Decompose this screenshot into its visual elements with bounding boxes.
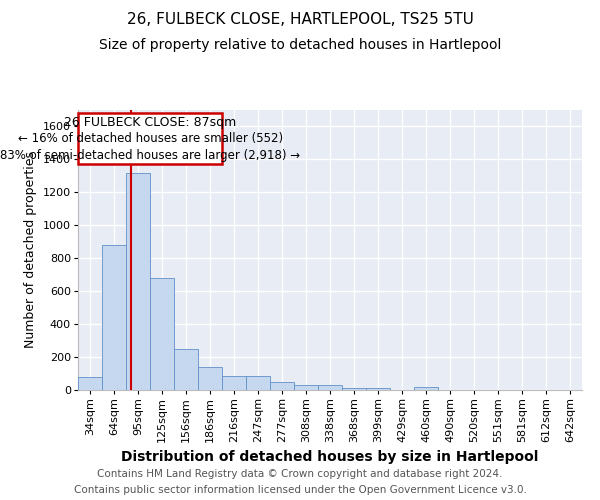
Bar <box>414 386 438 390</box>
Bar <box>78 377 102 390</box>
Text: 26, FULBECK CLOSE, HARTLEPOOL, TS25 5TU: 26, FULBECK CLOSE, HARTLEPOOL, TS25 5TU <box>127 12 473 28</box>
Bar <box>270 382 294 390</box>
Text: Contains public sector information licensed under the Open Government Licence v3: Contains public sector information licen… <box>74 485 526 495</box>
Bar <box>366 388 390 390</box>
Bar <box>126 172 150 390</box>
Bar <box>79 114 222 164</box>
Bar <box>222 376 246 390</box>
Bar <box>246 376 270 390</box>
Bar <box>102 245 126 390</box>
Bar <box>150 278 174 390</box>
Bar <box>174 349 198 390</box>
Y-axis label: Number of detached properties: Number of detached properties <box>25 152 37 348</box>
Text: Contains HM Land Registry data © Crown copyright and database right 2024.: Contains HM Land Registry data © Crown c… <box>97 469 503 479</box>
Text: 26 FULBECK CLOSE: 87sqm: 26 FULBECK CLOSE: 87sqm <box>64 116 236 129</box>
Bar <box>198 367 222 390</box>
Bar <box>318 386 342 390</box>
Bar <box>342 388 366 390</box>
Text: Size of property relative to detached houses in Hartlepool: Size of property relative to detached ho… <box>99 38 501 52</box>
X-axis label: Distribution of detached houses by size in Hartlepool: Distribution of detached houses by size … <box>121 450 539 464</box>
Bar <box>294 386 318 390</box>
Text: ← 16% of detached houses are smaller (552): ← 16% of detached houses are smaller (55… <box>17 132 283 145</box>
Text: 83% of semi-detached houses are larger (2,918) →: 83% of semi-detached houses are larger (… <box>0 148 301 162</box>
